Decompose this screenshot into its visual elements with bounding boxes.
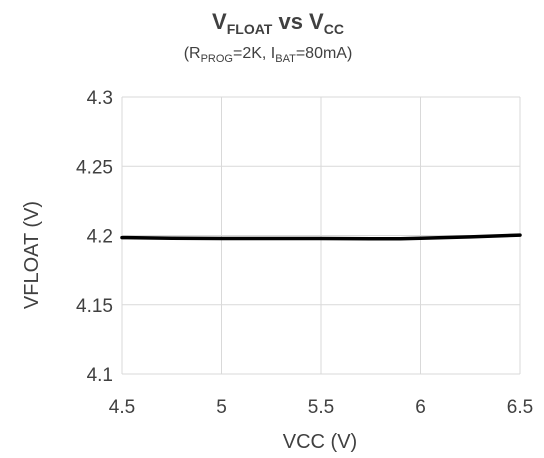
x-tick-label: 6 — [415, 397, 426, 418]
x-tick-label: 5 — [216, 397, 227, 418]
y-tick-label: 4.25 — [76, 157, 113, 178]
series-layer — [120, 233, 522, 241]
x-tick-labels: 4.5 5 5.5 6 6.5 — [109, 397, 533, 418]
y-axis-title: VFLOAT (V) — [21, 201, 43, 309]
y-tick-label: 4.15 — [76, 296, 113, 317]
x-tick-label: 4.5 — [109, 397, 135, 418]
series-line — [120, 233, 522, 241]
y-tick-label: 4.2 — [87, 227, 113, 248]
chart-title: VFLOAT vs VCC — [212, 9, 344, 37]
y-tick-label: 4.3 — [87, 88, 113, 109]
y-tick-labels: 4.1 4.15 4.2 4.25 4.3 — [76, 88, 113, 386]
x-axis-title: VCC (V) — [283, 431, 357, 453]
chart-subtitle: (RPROG=2K, IBAT=80mA) — [184, 45, 353, 65]
x-tick-label: 6.5 — [507, 397, 533, 418]
x-tick-label: 5.5 — [308, 397, 334, 418]
grid — [121, 96, 521, 375]
y-tick-label: 4.1 — [87, 365, 113, 386]
